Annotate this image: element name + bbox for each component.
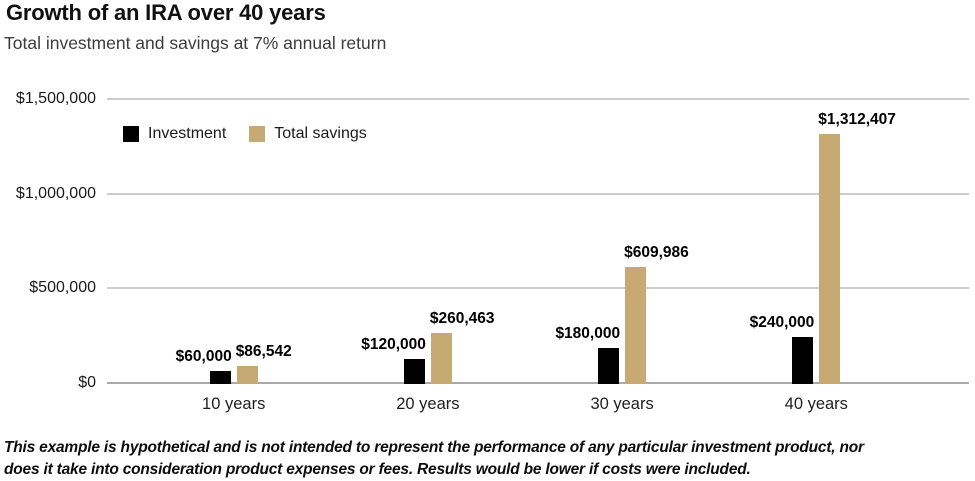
y-axis-tick-label: $500,000 xyxy=(29,279,96,297)
savings-bar xyxy=(430,332,452,384)
chart-legend: Investment Total savings xyxy=(123,125,367,142)
legend-label-total-savings: Total savings xyxy=(274,124,367,142)
x-axis-category-label: 10 years xyxy=(202,395,266,413)
y-axis-tick-label: $1,000,000 xyxy=(15,184,96,202)
gridline xyxy=(107,287,969,290)
gridline xyxy=(107,192,969,195)
gridline xyxy=(107,382,969,384)
investment-value-label: $60,000 xyxy=(175,347,232,365)
investment-bar xyxy=(598,347,620,384)
investment-value-label: $120,000 xyxy=(361,336,426,354)
disclaimer-line-2: does it take into consideration product … xyxy=(4,461,751,478)
legend-label-investment: Investment xyxy=(148,124,227,142)
bar-chart: Investment Total savings $0 $500,000 $1,00… xyxy=(15,90,969,413)
investment-bar xyxy=(792,336,814,384)
savings-bar xyxy=(236,365,258,384)
savings-value-label: $609,986 xyxy=(624,243,689,261)
savings-value-label: $260,463 xyxy=(429,309,495,327)
investment-bar xyxy=(403,359,425,384)
page-title: Growth of an IRA over 40 years xyxy=(6,0,326,25)
x-axis-category-label: 30 years xyxy=(590,395,654,413)
disclaimer: This example is hypothetical and is not … xyxy=(4,437,970,481)
investment-value-label: $240,000 xyxy=(749,313,815,331)
x-axis-category-label: 40 years xyxy=(784,395,848,413)
savings-value-label: $1,312,407 xyxy=(818,110,896,128)
investment-bar xyxy=(209,370,231,384)
investment-value-label: $180,000 xyxy=(555,324,621,342)
savings-bar xyxy=(625,266,647,384)
y-axis-tick-label: $1,500,000 xyxy=(15,90,96,107)
x-axis-category-label: 20 years xyxy=(396,395,460,413)
disclaimer-line-1: This example is hypothetical and is not … xyxy=(4,439,864,456)
legend-swatch-investment xyxy=(123,125,139,142)
savings-value-label: $86,542 xyxy=(235,342,292,360)
y-axis-tick-label: $0 xyxy=(78,374,96,391)
savings-bar xyxy=(819,133,841,384)
page-subtitle: Total investment and savings at 7% annua… xyxy=(4,33,387,53)
legend-swatch-total-savings xyxy=(249,125,266,142)
gridline xyxy=(107,98,969,100)
